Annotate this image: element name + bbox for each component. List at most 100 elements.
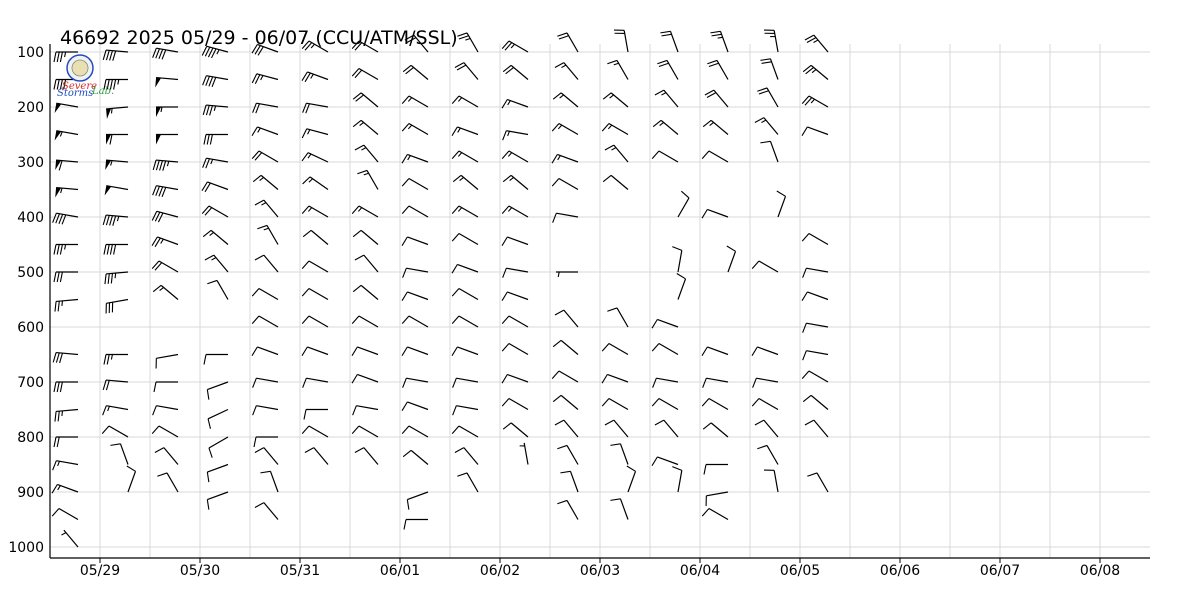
barb-staff xyxy=(773,30,779,53)
wind-barb xyxy=(208,436,229,458)
wind-barb xyxy=(302,102,329,114)
barb-staff xyxy=(360,92,379,108)
barb-staff xyxy=(106,185,129,191)
barb-full-feather xyxy=(711,33,722,37)
barb-full-feather xyxy=(451,346,458,356)
wind-barb xyxy=(651,342,679,356)
barb-full-feather xyxy=(651,150,660,160)
wind-barb xyxy=(51,483,79,494)
x-tick-label: 06/05 xyxy=(780,563,820,579)
barb-staff xyxy=(308,205,329,218)
wind-barb xyxy=(152,185,179,198)
barb-full-feather xyxy=(251,150,260,160)
barb-full-feather xyxy=(560,470,571,474)
wind-barb xyxy=(251,346,279,356)
barb-staff xyxy=(763,419,779,438)
barb-full-feather xyxy=(355,94,364,102)
barb-staff xyxy=(58,507,79,521)
wind-barb xyxy=(703,463,728,475)
barb-full-feather xyxy=(301,205,310,215)
wind-barb xyxy=(151,236,179,248)
barb-staff xyxy=(560,394,579,410)
barb-full-feather xyxy=(502,130,507,141)
barb-half-feather xyxy=(107,406,110,412)
wind-barb xyxy=(206,381,229,400)
wind-barb xyxy=(802,64,829,80)
barb-full-feather xyxy=(601,123,610,132)
wind-barb xyxy=(601,122,629,136)
barb-full-feather xyxy=(155,160,160,171)
wind-barb xyxy=(253,436,278,448)
barb-full-feather xyxy=(354,42,363,51)
wind-barb xyxy=(55,186,79,198)
barb-staff xyxy=(627,471,637,493)
wind-barb xyxy=(452,174,479,190)
barb-full-feather xyxy=(102,379,107,391)
barb-staff xyxy=(263,502,279,520)
wind-barb xyxy=(103,78,128,90)
barb-staff xyxy=(463,62,479,80)
barb-staff xyxy=(307,71,329,81)
wind-barb xyxy=(301,315,329,328)
barb-full-feather xyxy=(151,425,160,435)
wind-barb xyxy=(260,470,279,493)
barb-staff xyxy=(408,425,429,438)
barb-full-feather xyxy=(351,374,358,384)
barb-full-feather xyxy=(52,212,57,223)
barb-full-feather xyxy=(53,51,57,63)
wind-barb xyxy=(126,465,137,493)
barb-full-feather xyxy=(206,471,210,483)
barb-full-feather xyxy=(113,244,117,255)
wind-barb xyxy=(672,246,683,273)
barb-staff xyxy=(156,405,179,411)
barb-half-feather xyxy=(507,152,513,157)
barb-staff xyxy=(716,60,729,80)
wind-barb xyxy=(801,95,829,108)
wind-barb xyxy=(705,491,729,507)
barb-full-feather xyxy=(702,377,707,388)
lab-seal-inner xyxy=(71,59,89,77)
barb-staff xyxy=(810,394,829,410)
wind-barb xyxy=(351,425,379,438)
barb-staff xyxy=(407,291,429,301)
wind-barb xyxy=(151,210,179,223)
barb-full-feather xyxy=(501,236,508,246)
barb-full-feather xyxy=(205,105,210,116)
wind-barb xyxy=(105,159,129,171)
wind-barb xyxy=(301,425,329,438)
barb-full-feather xyxy=(109,134,113,145)
wind-barb xyxy=(102,49,129,61)
barb-staff xyxy=(458,315,479,328)
wind-barb xyxy=(763,29,779,53)
barb-staff xyxy=(807,291,829,301)
wind-barb xyxy=(351,205,379,218)
barb-staff xyxy=(360,119,379,135)
barb-staff xyxy=(357,373,379,383)
barb-staff xyxy=(160,284,179,300)
barb-staff xyxy=(806,267,829,273)
chart-title: 46692 2025 05/29 - 06/07 (CCU/ATM/SSL) xyxy=(60,27,458,49)
barb-pennant xyxy=(55,187,62,198)
barb-staff xyxy=(677,278,687,300)
barb-half-feather xyxy=(213,105,217,111)
wind-barb xyxy=(351,40,379,53)
barb-full-feather xyxy=(401,315,410,325)
wind-barb xyxy=(254,254,279,273)
wind-barb xyxy=(202,75,229,88)
wind-barb xyxy=(501,315,529,328)
wind-barb xyxy=(106,106,129,119)
barb-full-feather xyxy=(702,119,712,128)
barb-staff xyxy=(813,34,829,53)
wind-barb xyxy=(102,379,129,391)
barb-staff xyxy=(56,186,79,191)
barb-staff xyxy=(358,205,379,218)
wind-barb xyxy=(301,287,329,301)
barb-full-feather xyxy=(401,205,410,215)
barb-full-feather xyxy=(610,443,621,446)
barb-full-feather xyxy=(302,229,312,238)
wind-barb xyxy=(676,273,687,300)
wind-barb xyxy=(602,174,629,190)
wind-barb xyxy=(252,405,279,416)
barb-full-feather xyxy=(152,159,157,171)
